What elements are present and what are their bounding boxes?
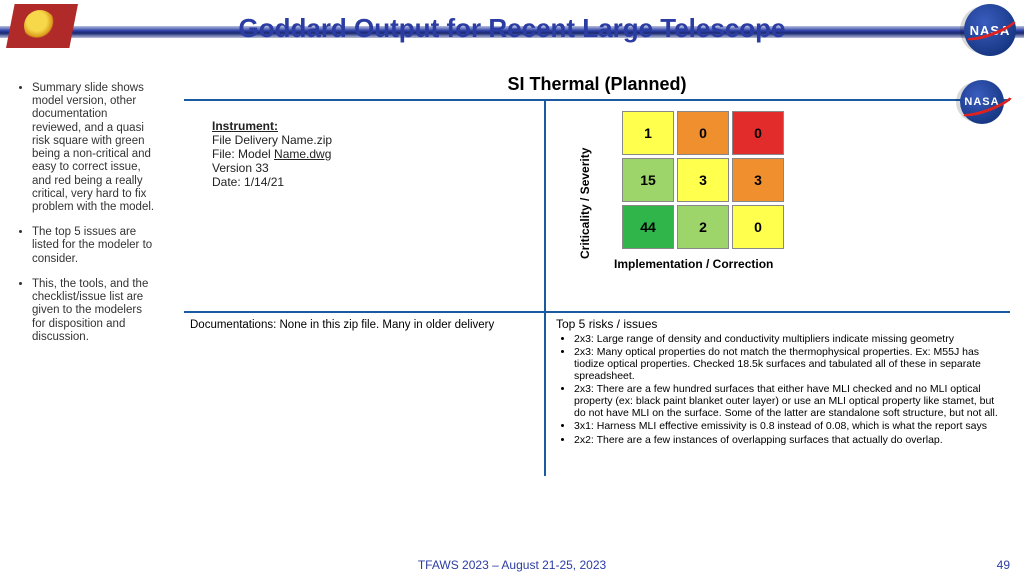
matrix-cell: 44 [622, 205, 674, 249]
matrix-cell: 2 [677, 205, 729, 249]
risks-list: 2x3: Large range of density and conducti… [556, 333, 1002, 446]
slide-header: Goddard Output for Recent Large Telescop… [0, 0, 1024, 56]
instrument-date: Date: 1/14/21 [212, 175, 544, 189]
slide-title: Goddard Output for Recent Large Telescop… [238, 13, 785, 44]
risk-matrix: 10015334420 [622, 111, 1010, 249]
nasa-logo-icon: NASA [964, 4, 1016, 56]
panel-lower: Documentations: None in this zip file. M… [184, 311, 1010, 447]
summary-bullets: Summary slide shows model version, other… [18, 82, 156, 344]
slide-content: Summary slide shows model version, other… [0, 56, 1024, 554]
matrix-y-axis-label: Criticality / Severity [578, 148, 592, 259]
risk-item: 2x3: Large range of density and conducti… [574, 333, 1002, 345]
page-number: 49 [997, 558, 1010, 572]
risk-item: 2x3: There are a few hundred surfaces th… [574, 383, 1002, 419]
bullet-item: The top 5 issues are listed for the mode… [32, 226, 156, 266]
matrix-x-axis-label: Implementation / Correction [614, 257, 1010, 271]
left-column: Summary slide shows model version, other… [6, 74, 166, 554]
matrix-cell: 0 [732, 111, 784, 155]
bullet-item: Summary slide shows model version, other… [32, 82, 156, 214]
review-panel: NASA SI Thermal (Planned) Instrument: Fi… [176, 74, 1018, 554]
bullet-item: This, the tools, and the checklist/issue… [32, 278, 156, 344]
instrument-version: Version 33 [212, 161, 544, 175]
instrument-file-dwg: File: Model Name.dwg [212, 147, 544, 161]
risk-item: 2x3: Many optical properties do not matc… [574, 346, 1002, 382]
matrix-cell: 0 [732, 205, 784, 249]
matrix-cell: 1 [622, 111, 674, 155]
matrix-cell: 15 [622, 158, 674, 202]
documentation-note: Documentations: None in this zip file. M… [184, 313, 544, 447]
instrument-file-zip: File Delivery Name.zip [212, 133, 544, 147]
risk-item: 3x1: Harness MLI effective emissivity is… [574, 420, 1002, 432]
instrument-heading: Instrument: [212, 119, 544, 133]
matrix-cell: 3 [732, 158, 784, 202]
panel-title: SI Thermal (Planned) [184, 74, 1010, 95]
thermal-fluids-emblem [6, 4, 78, 48]
instrument-block: Instrument: File Delivery Name.zip File:… [184, 101, 544, 311]
matrix-cell: 0 [677, 111, 729, 155]
risk-item: 2x2: There are a few instances of overla… [574, 434, 1002, 446]
matrix-cell: 3 [677, 158, 729, 202]
footer-text: TFAWS 2023 – August 21-25, 2023 [0, 558, 1024, 572]
risk-matrix-wrap: Criticality / Severity 10015334420 Imple… [544, 101, 1010, 311]
panel-body: Instrument: File Delivery Name.zip File:… [184, 101, 1010, 311]
risks-block: Top 5 risks / issues 2x3: Large range of… [544, 313, 1010, 447]
risks-title: Top 5 risks / issues [556, 317, 1002, 331]
